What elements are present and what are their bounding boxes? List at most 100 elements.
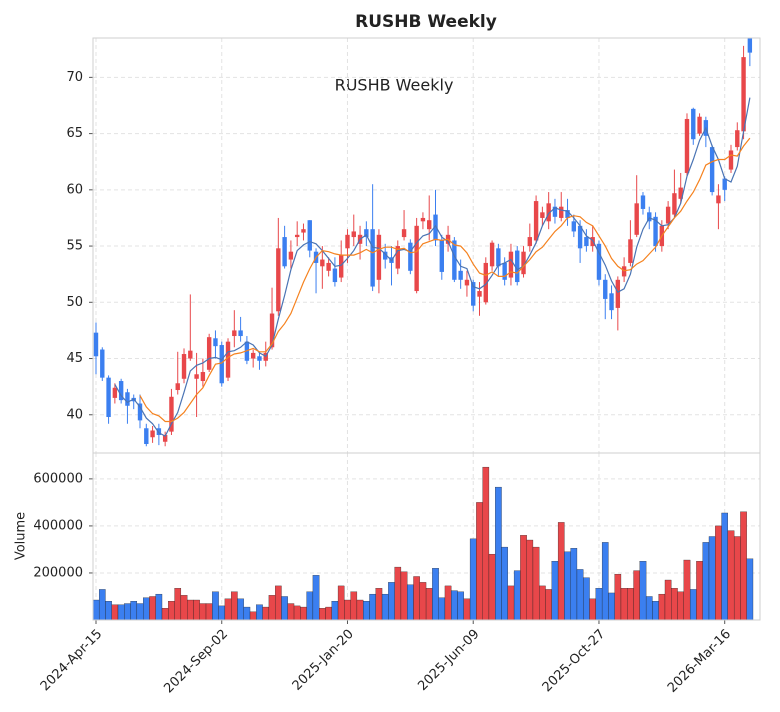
volume-bar (143, 597, 150, 621)
volume-bar (614, 573, 622, 621)
candle-body (691, 108, 696, 140)
volume-bar (696, 561, 703, 621)
candle-body (181, 354, 187, 379)
volume-bar (501, 546, 508, 621)
candle-body (628, 239, 633, 263)
volume-bar (476, 502, 483, 621)
candle-body (351, 231, 356, 238)
volume-bar (733, 536, 741, 621)
volume-bar (495, 486, 502, 621)
candle-body (162, 435, 168, 442)
volume-bar (375, 588, 383, 621)
x-tick-label: 2024-Apr-15 (38, 627, 105, 694)
volume-tick-label: 600000 (33, 471, 83, 486)
volume-bar (557, 522, 565, 621)
chart-title: RUSHB Weekly (355, 12, 497, 32)
volume-bar (268, 595, 276, 621)
candle-body (395, 246, 400, 269)
volume-bar (287, 603, 295, 621)
candle-body (370, 229, 375, 287)
volume-bar (444, 585, 452, 621)
candle-body (735, 130, 740, 148)
annotation: RUSHB Weekly (335, 76, 454, 95)
candle-body (609, 293, 614, 311)
volume-bar (507, 585, 515, 621)
candle-body (452, 240, 457, 280)
candle-body (722, 178, 727, 190)
volume-bar (413, 576, 420, 621)
candle-body (150, 430, 155, 438)
volume-tick-label: 400000 (33, 518, 83, 533)
candle-body (709, 147, 715, 193)
volume-bar (161, 608, 169, 621)
candle-body (332, 268, 338, 283)
volume-bar (124, 603, 131, 621)
volume-axis-label: Volume (14, 512, 29, 560)
candle-body (427, 220, 432, 230)
candle-body (584, 237, 589, 247)
candle-body (603, 279, 608, 299)
moving-average (114, 97, 751, 437)
candle-body (634, 203, 639, 235)
candle-body (747, 38, 753, 53)
x-tick-label: 2025-Jan-20 (290, 627, 357, 694)
volume-bar (463, 598, 471, 621)
candle-body (571, 221, 577, 232)
candle-body (250, 352, 256, 359)
volume-bar (262, 606, 270, 621)
y-tick-label: 45 (66, 351, 83, 366)
y-tick-label: 60 (66, 182, 83, 197)
volume-bar (136, 603, 144, 621)
volume-bar (583, 577, 590, 621)
candle-body (615, 279, 621, 308)
volume-bar (671, 588, 678, 621)
volume-bar (677, 591, 684, 621)
volume-bar (419, 582, 427, 621)
candle-body (156, 428, 162, 436)
volume-bar (721, 512, 729, 621)
candle-body (206, 337, 212, 370)
volume-bar (526, 539, 534, 621)
candle-body (414, 225, 419, 292)
candle-body (728, 150, 734, 170)
candle-body (420, 217, 426, 222)
candle-body (225, 341, 231, 378)
volume-bar (218, 605, 226, 621)
volume-frame (92, 452, 761, 621)
volume-bar (180, 595, 188, 621)
volume-bar (369, 593, 376, 621)
volume-bar (224, 598, 232, 621)
volume-bar (570, 548, 578, 621)
candle-body (175, 383, 180, 391)
volume-bar (381, 593, 389, 621)
candle-body (559, 206, 564, 218)
x-tick-label: 2026-Mar-16 (665, 627, 734, 696)
candle-body (672, 193, 677, 215)
volume-bar (149, 596, 156, 621)
candle-body (741, 57, 746, 132)
candle-body (464, 279, 470, 286)
volume-bar (627, 588, 634, 621)
volume-bar (689, 589, 697, 621)
volume-bar (344, 599, 351, 621)
volume-bar (300, 606, 307, 621)
volume-bar (740, 511, 747, 621)
candle-body (521, 251, 526, 275)
candle-body (338, 255, 344, 278)
candle-body (326, 262, 331, 271)
volume-bar (337, 585, 345, 621)
candle-body (433, 214, 438, 241)
volume-bar (532, 546, 540, 621)
volume-bar (212, 591, 219, 621)
volume-bar (312, 575, 320, 621)
volume-bar (576, 569, 584, 621)
candle-body (376, 234, 382, 280)
candle-body (647, 212, 652, 222)
volume-bar (249, 611, 257, 621)
volume-bar (331, 601, 339, 621)
candle-body (508, 251, 514, 278)
volume-bar (425, 588, 433, 621)
volume-bar (168, 601, 175, 621)
candle-body (93, 332, 99, 357)
